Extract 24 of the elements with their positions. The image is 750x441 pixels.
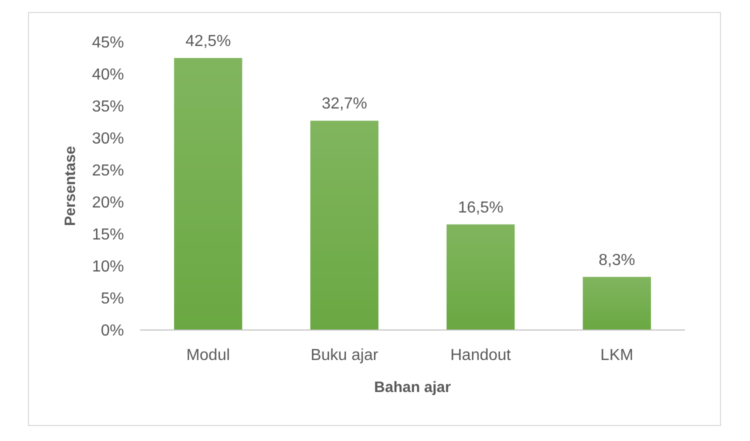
y-tick-label: 5%: [100, 290, 124, 308]
y-tick-label: 30%: [92, 130, 124, 148]
data-label: 32,7%: [322, 96, 368, 113]
bar: [582, 276, 651, 330]
bar: [174, 58, 242, 330]
x-tick-label: Handout: [450, 347, 512, 364]
y-tick-label: 20%: [92, 194, 124, 212]
y-tick-label: 10%: [92, 258, 124, 276]
y-axis-title: Persentase: [62, 146, 79, 226]
x-tick-label: Modul: [186, 347, 230, 364]
y-tick-label: 35%: [92, 98, 124, 116]
y-tick-label: 45%: [92, 34, 124, 52]
bar: [446, 224, 515, 330]
y-tick-label: 0%: [100, 322, 124, 340]
data-label: 8,3%: [598, 252, 636, 269]
data-label: 42,5%: [185, 33, 231, 50]
data-label: 16,5%: [458, 199, 504, 216]
x-tick-label: LKM: [600, 347, 634, 364]
x-tick-label: Buku ajar: [310, 347, 379, 364]
bar: [310, 120, 378, 330]
y-tick-label: 40%: [92, 66, 124, 84]
y-tick-label: 25%: [92, 162, 124, 180]
y-tick-label: 15%: [92, 226, 124, 244]
x-axis-title: Bahan ajar: [374, 379, 452, 396]
